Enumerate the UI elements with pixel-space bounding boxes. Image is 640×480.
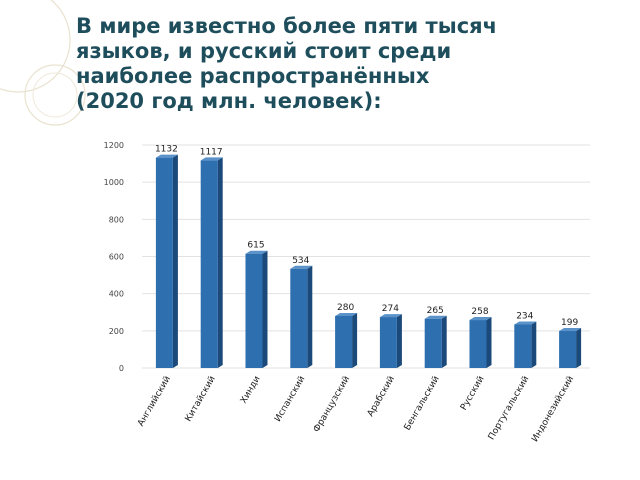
x-category-label: Русский — [459, 374, 487, 412]
bar-front — [514, 324, 532, 368]
data-label: 274 — [382, 304, 399, 314]
bar-top — [379, 314, 402, 318]
bar-side — [486, 317, 492, 368]
title-line-1: В мире известно более пяти тысяч — [76, 14, 498, 38]
y-axis: 0 200 400 600 800 1000 1200 — [104, 141, 124, 373]
bar-top — [424, 315, 447, 319]
decorative-ring-inner — [32, 72, 78, 118]
bar — [290, 265, 313, 368]
bar-front — [559, 331, 577, 368]
bar-side — [576, 328, 582, 368]
bar — [155, 154, 178, 368]
bar-side — [441, 315, 447, 368]
x-axis-categories: Английский Китайский Хинди Испанский Француз… — [136, 374, 576, 444]
x-category-label: Китайский — [184, 374, 218, 423]
data-label: 1132 — [155, 145, 178, 155]
bar — [514, 321, 537, 368]
y-tick-label: 800 — [109, 215, 124, 224]
data-label: 265 — [427, 306, 444, 316]
y-tick-label: 400 — [109, 290, 124, 299]
bar-side — [352, 312, 358, 368]
y-tick-label: 0 — [119, 364, 124, 373]
decorative-circles — [0, 0, 86, 126]
bar-front — [424, 318, 442, 368]
bar-side — [307, 265, 313, 368]
bar-top — [245, 250, 268, 254]
bar-side — [396, 314, 402, 368]
x-category-label: Испанский — [273, 374, 307, 423]
bar — [200, 157, 223, 368]
y-tick-label: 200 — [109, 327, 124, 336]
bar — [379, 314, 402, 368]
data-label: 1117 — [200, 147, 223, 157]
y-tick-label: 600 — [109, 253, 124, 262]
bar-front — [200, 160, 218, 368]
bar-side — [217, 157, 223, 368]
data-label: 258 — [471, 307, 488, 317]
chart-bars — [155, 154, 582, 368]
title-line-2: языков, и русский стоит среди — [76, 39, 452, 63]
x-category-label: Индонезийский — [530, 374, 576, 444]
data-label: 615 — [247, 241, 264, 251]
bar-front — [290, 268, 308, 368]
bar-side — [262, 250, 268, 368]
title-line-3: наиболее распространённых — [76, 64, 430, 88]
y-tick-label: 1000 — [104, 178, 124, 187]
bar — [469, 317, 492, 368]
title-line-4: (2020 год млн. человек): — [76, 89, 382, 113]
bar — [245, 250, 268, 368]
x-category-label: Португальский — [487, 374, 532, 441]
bar — [335, 312, 358, 368]
data-label: 234 — [516, 312, 533, 322]
decorative-ring-middle — [24, 64, 86, 126]
data-label: 280 — [337, 303, 354, 313]
x-category-label: Бенгальский — [403, 374, 442, 432]
bar-side — [531, 321, 537, 368]
data-label: 534 — [292, 256, 309, 266]
bar — [559, 328, 582, 368]
bar-top — [200, 157, 223, 161]
x-category-label: Арабский — [366, 374, 397, 418]
bar-front — [379, 317, 397, 368]
bar-top — [559, 328, 582, 332]
data-label: 199 — [561, 318, 578, 328]
bar-top — [290, 265, 313, 269]
bar-front — [469, 320, 487, 368]
slide-title: В мире известно более пяти тысяч языков,… — [76, 14, 636, 114]
bar-top — [469, 317, 492, 321]
x-category-label: Французский — [312, 374, 352, 434]
x-category-label: Хинди — [239, 374, 263, 405]
bar-front — [155, 157, 173, 368]
data-labels: 1132 1117 615 534 280 274 265 258 234 199 — [155, 145, 579, 328]
bar-top — [514, 321, 537, 325]
bar-front — [245, 253, 263, 368]
bar-side — [172, 154, 178, 368]
bar-front — [335, 315, 353, 368]
y-tick-label: 1200 — [104, 141, 124, 150]
x-category-label: Английский — [136, 374, 173, 428]
bar-top — [155, 154, 178, 158]
decorative-ring-outer — [0, 0, 71, 93]
bar-top — [335, 312, 358, 316]
bar — [424, 315, 447, 368]
